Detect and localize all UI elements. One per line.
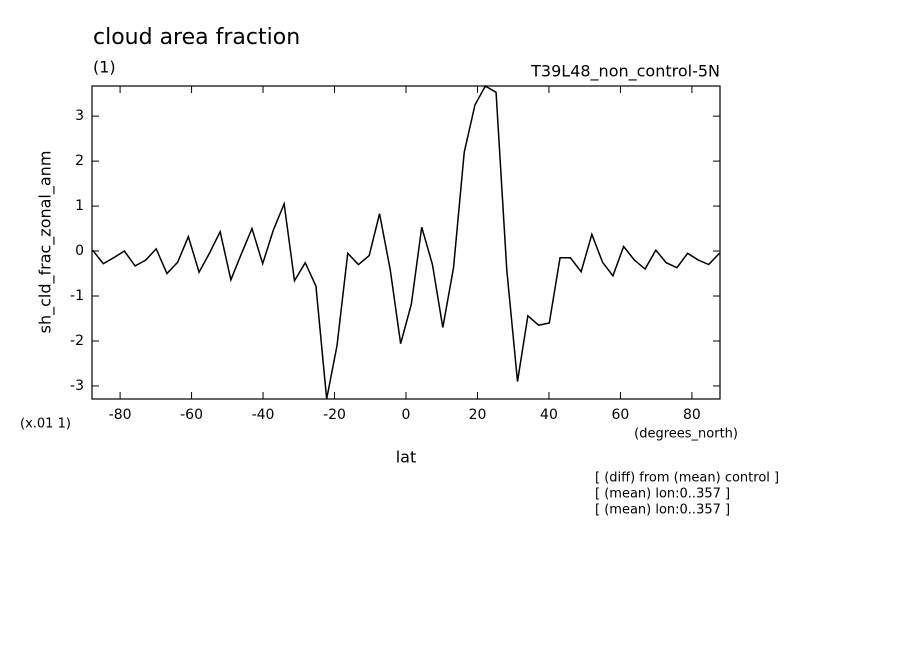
annotation: T39L48_non_control-5N xyxy=(530,62,720,82)
data-line xyxy=(91,84,720,400)
y-tick-label: -3 xyxy=(70,378,84,394)
y-tick-label: 0 xyxy=(75,243,84,259)
x-tick-label: -80 xyxy=(109,407,132,423)
x-tick-label: 0 xyxy=(402,407,411,423)
y-tick-label: 1 xyxy=(75,198,84,214)
subtitle: (1) xyxy=(93,58,116,77)
y-tick-label: 2 xyxy=(75,153,84,169)
x-unit-label: (degrees_north) xyxy=(634,427,738,442)
y-tick-label: -2 xyxy=(70,333,84,349)
x-tick-label: 80 xyxy=(683,407,701,423)
note: [ (mean) lon:0..357 ] xyxy=(595,503,730,518)
y-axis-label: sh_cld_frac_zonal_anm xyxy=(36,151,56,334)
chart-title: cloud area fraction xyxy=(93,25,300,50)
x-tick-label: 60 xyxy=(612,407,630,423)
y-tick-label: 3 xyxy=(75,108,84,124)
x-tick-label: 40 xyxy=(540,407,558,423)
x-tick-label: -20 xyxy=(323,407,346,423)
note: [ (mean) lon:0..357 ] xyxy=(595,487,730,502)
x-tick-label: -60 xyxy=(180,407,203,423)
x-tick-label: 20 xyxy=(469,407,487,423)
y-tick-label: -1 xyxy=(70,288,84,304)
x-axis-label: lat xyxy=(396,448,417,467)
x-tick-label: -40 xyxy=(252,407,275,423)
y-scale-label: (x.01 1) xyxy=(20,417,71,432)
note: [ (diff) from (mean) control ] xyxy=(595,471,779,486)
